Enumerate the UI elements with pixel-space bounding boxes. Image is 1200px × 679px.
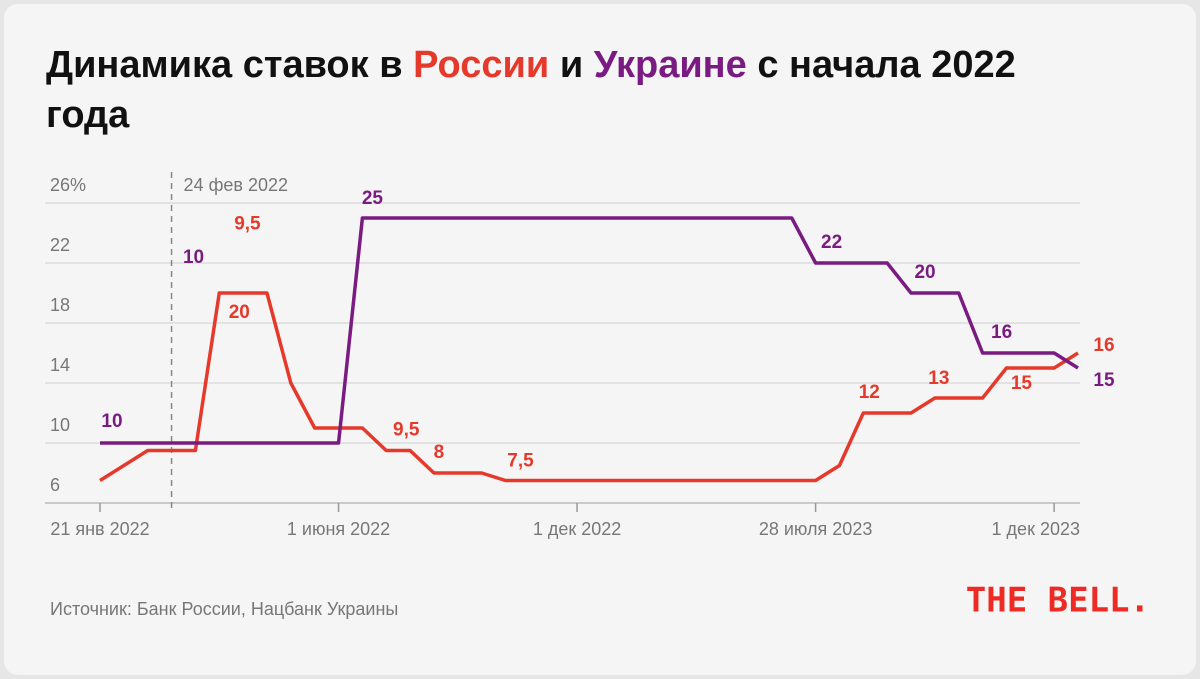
logo: THE BELL. <box>966 581 1150 621</box>
annotation-label: 24 фев 2022 <box>184 175 288 195</box>
data-label: 8 <box>434 442 445 463</box>
legend-russia: России <box>413 44 550 86</box>
x-tick-label: 1 дек 2022 <box>533 519 621 539</box>
y-tick-label: 22 <box>50 235 70 255</box>
x-tick-label: 1 июня 2022 <box>287 519 390 539</box>
x-tick-label: 21 янв 2022 <box>50 519 149 539</box>
series-line <box>100 216 1079 445</box>
data-label: 16 <box>991 322 1012 343</box>
data-label: 7,5 <box>507 451 534 472</box>
y-tick-label: 14 <box>50 355 70 375</box>
title-text: и <box>559 44 584 86</box>
data-label: 15 <box>1011 373 1033 394</box>
data-label: 10 <box>183 247 204 268</box>
title-text: Динамика ставок в <box>46 44 403 86</box>
data-label: 20 <box>229 302 250 323</box>
data-label: 9,5 <box>234 214 261 235</box>
data-label: 16 <box>1093 335 1114 356</box>
y-tick-label: 10 <box>50 415 70 435</box>
source: Источник: Банк России, Нацбанк Украины <box>50 599 398 619</box>
data-label: 15 <box>1093 370 1115 391</box>
data-label: 13 <box>928 368 949 389</box>
data-label: 25 <box>362 188 384 209</box>
chart-title: Динамика ставок в России и Украине с нач… <box>46 40 1096 140</box>
data-label: 20 <box>914 262 935 283</box>
y-tick-label: 26% <box>50 175 86 195</box>
card <box>4 4 1196 675</box>
data-label: 10 <box>101 411 122 432</box>
data-label: 22 <box>821 232 842 253</box>
series-line <box>99 291 1079 483</box>
y-tick-label: 6 <box>50 475 60 495</box>
data-label: 9,5 <box>393 420 420 441</box>
y-tick-label: 18 <box>50 295 70 315</box>
legend-ukraine: Украине <box>593 44 747 86</box>
x-tick-label: 28 июля 2023 <box>759 519 872 539</box>
title-text: с начала 2022 года <box>46 44 1016 136</box>
x-tick-label: 1 дек 2023 <box>992 519 1080 539</box>
data-label: 12 <box>859 382 880 403</box>
